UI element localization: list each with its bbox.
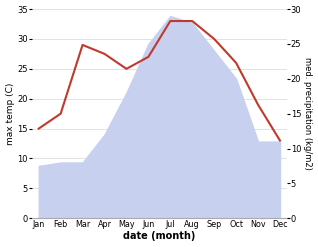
Y-axis label: max temp (C): max temp (C) [5,82,15,145]
Y-axis label: med. precipitation (kg/m2): med. precipitation (kg/m2) [303,57,313,170]
X-axis label: date (month): date (month) [123,231,196,242]
